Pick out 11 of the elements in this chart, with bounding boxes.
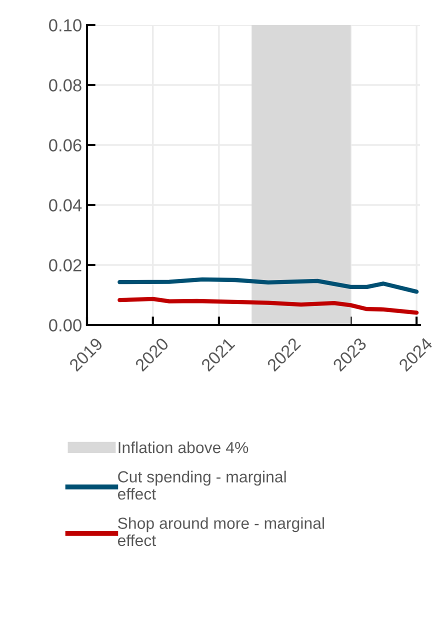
line-series — [118, 296, 419, 315]
y-tick-label: 0.10 — [49, 19, 82, 32]
legend-label: Cut spending - marginal effect — [118, 470, 286, 500]
y-tick-label: 0.04 — [49, 199, 82, 212]
legend-label: Inflation above 4% — [118, 441, 248, 454]
line-series — [118, 277, 419, 294]
legend-label: Shop around more - marginal effect — [118, 517, 324, 546]
y-tick-label: 0.00 — [49, 319, 82, 332]
y-tick-label: 0.02 — [49, 259, 82, 272]
y-tick-label: 0.08 — [49, 79, 82, 92]
y-tick-label: 0.06 — [49, 139, 82, 152]
